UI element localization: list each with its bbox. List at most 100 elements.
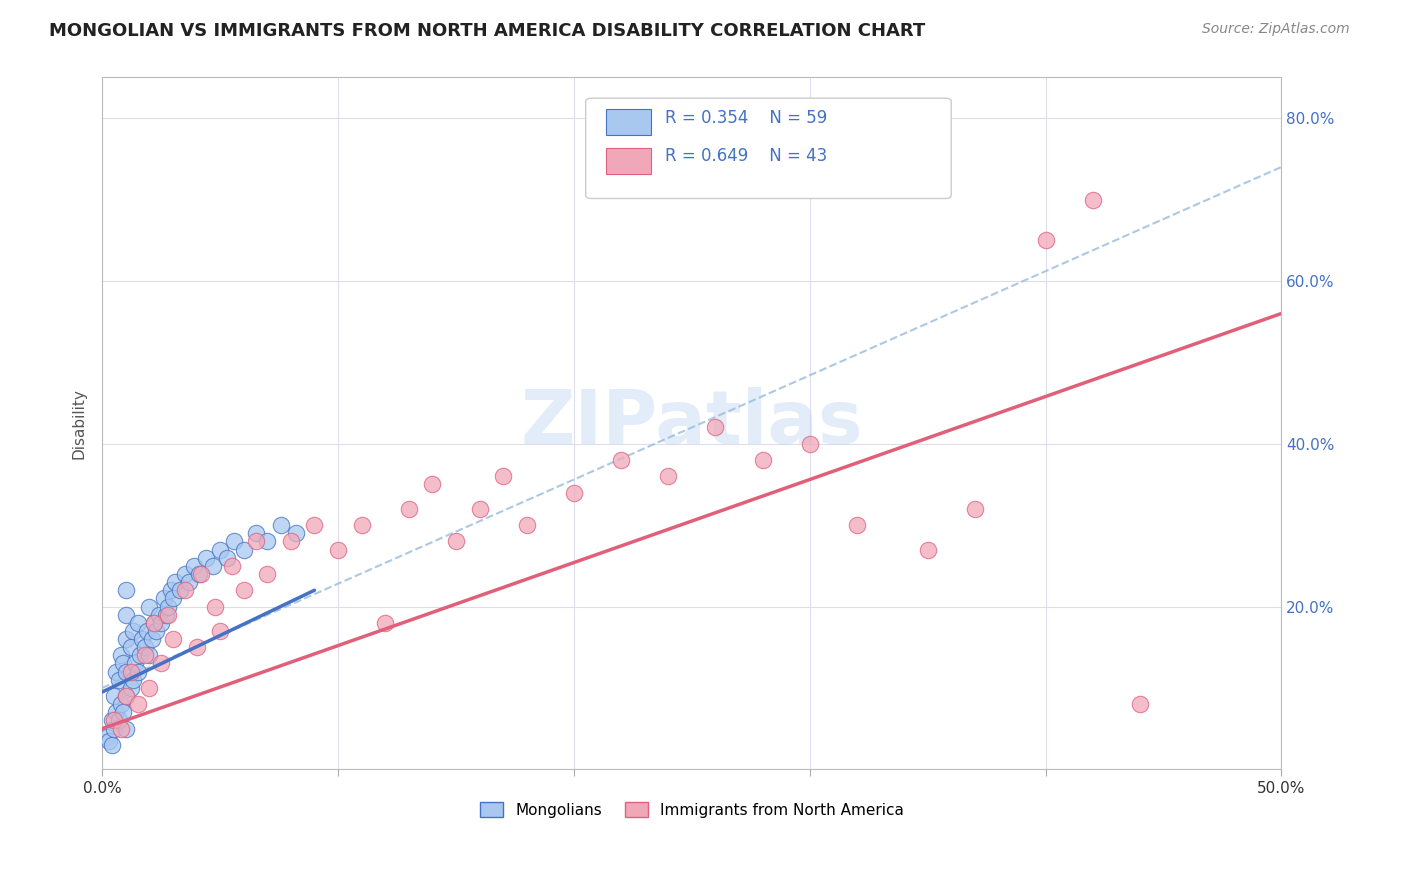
Point xyxy=(195,550,218,565)
Point xyxy=(1081,193,1104,207)
Point xyxy=(122,673,145,687)
Point xyxy=(114,632,136,646)
Point xyxy=(145,624,167,638)
Point xyxy=(157,599,180,614)
Point xyxy=(127,697,149,711)
Point xyxy=(350,518,373,533)
Point xyxy=(492,469,515,483)
Point xyxy=(114,583,136,598)
Point xyxy=(141,632,163,646)
Point xyxy=(155,607,177,622)
Point xyxy=(98,734,121,748)
Point xyxy=(100,738,122,752)
Point xyxy=(159,583,181,598)
Point xyxy=(280,534,302,549)
Point xyxy=(103,689,125,703)
Point xyxy=(107,714,129,728)
Point xyxy=(245,526,267,541)
Point xyxy=(100,714,122,728)
Text: R = 0.649    N = 43: R = 0.649 N = 43 xyxy=(665,146,827,165)
Point xyxy=(122,624,145,638)
Point xyxy=(202,558,225,573)
Point xyxy=(162,632,184,646)
Point xyxy=(221,558,243,573)
Text: R = 0.354    N = 59: R = 0.354 N = 59 xyxy=(665,109,827,127)
Point xyxy=(114,689,136,703)
Point xyxy=(150,657,173,671)
Text: ZIPatlas: ZIPatlas xyxy=(520,387,863,460)
Point xyxy=(120,640,142,655)
Point xyxy=(131,632,153,646)
Point xyxy=(105,706,128,720)
Point xyxy=(374,615,396,630)
Point xyxy=(232,583,254,598)
Point xyxy=(187,566,209,581)
Point xyxy=(103,714,125,728)
Point xyxy=(204,599,226,614)
Point xyxy=(422,477,444,491)
Point xyxy=(657,469,679,483)
Point xyxy=(468,501,491,516)
Point xyxy=(143,615,166,630)
Point xyxy=(444,534,467,549)
Point xyxy=(1035,233,1057,247)
Point xyxy=(134,640,156,655)
Point xyxy=(217,550,239,565)
Point xyxy=(120,665,142,679)
Point xyxy=(162,591,184,606)
Point xyxy=(232,542,254,557)
Point xyxy=(610,453,633,467)
Point xyxy=(127,665,149,679)
Point xyxy=(562,485,585,500)
Point xyxy=(110,722,132,736)
Point xyxy=(138,599,160,614)
Point xyxy=(165,575,187,590)
Legend: Mongolians, Immigrants from North America: Mongolians, Immigrants from North Americ… xyxy=(474,796,910,824)
Point xyxy=(183,558,205,573)
Point xyxy=(120,681,142,695)
Point xyxy=(190,566,212,581)
Point xyxy=(114,722,136,736)
Point xyxy=(112,657,135,671)
Point xyxy=(138,648,160,663)
Point xyxy=(157,607,180,622)
Point xyxy=(143,615,166,630)
Point xyxy=(169,583,191,598)
Y-axis label: Disability: Disability xyxy=(72,388,86,458)
Point xyxy=(209,542,232,557)
FancyBboxPatch shape xyxy=(586,98,952,199)
Point xyxy=(209,624,232,638)
Point xyxy=(124,657,146,671)
Point xyxy=(96,730,118,744)
Point xyxy=(186,640,208,655)
Point xyxy=(917,542,939,557)
Point xyxy=(138,681,160,695)
Point xyxy=(963,501,986,516)
Text: Source: ZipAtlas.com: Source: ZipAtlas.com xyxy=(1202,22,1350,37)
Point xyxy=(114,607,136,622)
FancyBboxPatch shape xyxy=(606,109,651,135)
FancyBboxPatch shape xyxy=(606,148,651,174)
Point xyxy=(256,534,278,549)
Point xyxy=(845,518,868,533)
Point xyxy=(127,615,149,630)
Point xyxy=(112,706,135,720)
Point xyxy=(270,518,292,533)
Point xyxy=(326,542,349,557)
Point xyxy=(516,518,538,533)
Point xyxy=(284,526,307,541)
Point xyxy=(105,665,128,679)
Point xyxy=(245,534,267,549)
Point xyxy=(751,453,773,467)
Point xyxy=(256,566,278,581)
Point xyxy=(136,624,159,638)
Point xyxy=(148,607,170,622)
Point xyxy=(114,665,136,679)
Point xyxy=(114,689,136,703)
Point xyxy=(129,648,152,663)
Point xyxy=(1129,697,1152,711)
Point xyxy=(103,722,125,736)
Point xyxy=(110,697,132,711)
Point xyxy=(150,615,173,630)
Point xyxy=(224,534,246,549)
